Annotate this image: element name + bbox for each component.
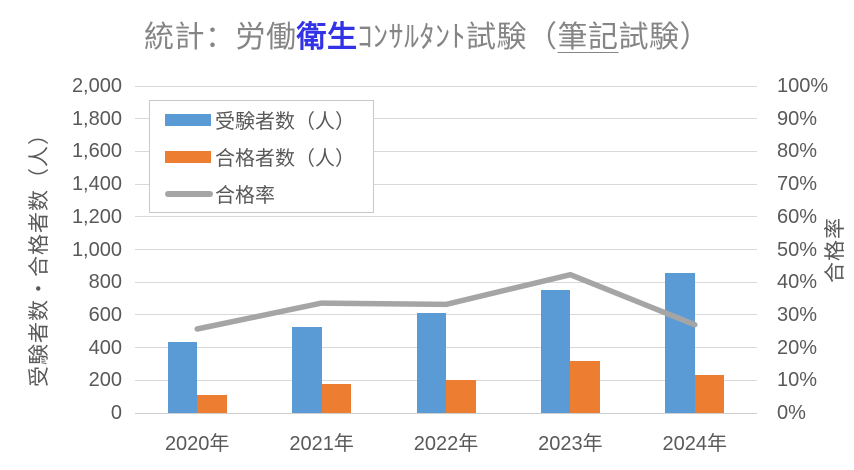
gridline	[135, 183, 757, 185]
y-axis-tick-left: 1,800	[71, 107, 122, 130]
gridline	[135, 347, 757, 349]
gridline	[135, 118, 757, 120]
x-axis-label: 2021年	[289, 433, 354, 455]
bar-passers-4	[694, 375, 725, 413]
x-axis-label: 2024年	[662, 433, 728, 455]
bar-examinees-3	[540, 290, 571, 413]
bar-examinees-2	[416, 313, 446, 413]
x-axis-label: 2022年	[413, 433, 479, 455]
gridline	[135, 216, 757, 218]
bar-examinees-1	[292, 326, 322, 413]
bar-examinees-0	[167, 341, 198, 413]
y-axis-tick-left: 400	[88, 336, 122, 359]
y-axis-tick-right: 30%	[777, 303, 818, 326]
y-axis-tick-left: 800	[88, 271, 122, 294]
title-text-mid: ｺﾝｻﾙﾀﾝﾄ試験（	[357, 21, 558, 54]
y-axis-tick-left: 1,000	[71, 238, 122, 261]
y-axis-tick-right: 20%	[777, 336, 818, 359]
y-axis-tick-right: 0%	[777, 402, 806, 424]
x-axis-label: 2020年	[164, 433, 230, 455]
gridline	[135, 314, 757, 316]
bar-passers-1	[321, 384, 352, 413]
y-axis-tick-right: 60%	[777, 205, 818, 228]
legend-label-examinees: 受験者数（人）	[215, 111, 355, 133]
pass-rate-line-swatch	[165, 190, 213, 197]
examinees-bar-swatch	[165, 113, 211, 126]
y-axis-tick-left: 1,400	[71, 173, 122, 196]
legend-item-pass-rate: 合格率	[165, 175, 373, 212]
y-axis-tick-right: 40%	[777, 271, 818, 294]
gridline	[135, 150, 757, 152]
y-axis-tick-left: 0	[110, 402, 122, 424]
legend-item-passers: 合格者数（人）	[165, 138, 373, 175]
title-text-lead: 統計：労働	[144, 21, 297, 54]
right-axis-title: 合格率	[824, 217, 847, 283]
bar-passers-2	[446, 379, 476, 413]
bar-examinees-4	[665, 273, 695, 413]
y-axis-tick-left: 1,600	[71, 140, 122, 163]
y-axis-tick-left: 600	[88, 303, 122, 326]
bar-passers-0	[197, 394, 227, 413]
y-axis-tick-right: 100%	[777, 75, 829, 97]
y-axis-tick-right: 10%	[777, 369, 818, 392]
gridline	[135, 249, 757, 250]
y-axis-tick-right: 70%	[777, 173, 818, 196]
title-highlight-eisei: 衛生	[296, 21, 358, 54]
chart-title: 統計：労働衛生ｺﾝｻﾙﾀﾝﾄ試験（筆記試験）	[0, 12, 854, 56]
title-text-tail: 試験）	[618, 21, 710, 54]
left-axis-title: 受験者数・合格者数（人）	[28, 123, 51, 387]
y-axis-tick-right: 80%	[777, 140, 818, 163]
gridline	[135, 412, 757, 414]
y-axis-tick-left: 1,200	[71, 205, 122, 228]
gridline	[135, 85, 757, 87]
passers-bar-swatch	[165, 150, 211, 163]
y-axis-tick-left: 2,000	[71, 75, 122, 97]
legend-label-passers: 合格者数（人）	[215, 148, 355, 170]
legend: 受験者数（人） 合格者数（人） 合格率	[149, 100, 374, 213]
y-axis-tick-right: 50%	[777, 238, 818, 261]
title-underlined-hikki: 筆記	[557, 21, 619, 54]
y-axis-tick-right: 90%	[777, 107, 818, 130]
gridline	[135, 281, 757, 283]
x-axis-label: 2023年	[538, 433, 603, 455]
y-axis-tick-left: 200	[88, 369, 122, 392]
legend-item-examinees: 受験者数（人）	[165, 101, 373, 138]
legend-label-pass-rate: 合格率	[215, 185, 275, 207]
bar-passers-3	[570, 361, 600, 413]
